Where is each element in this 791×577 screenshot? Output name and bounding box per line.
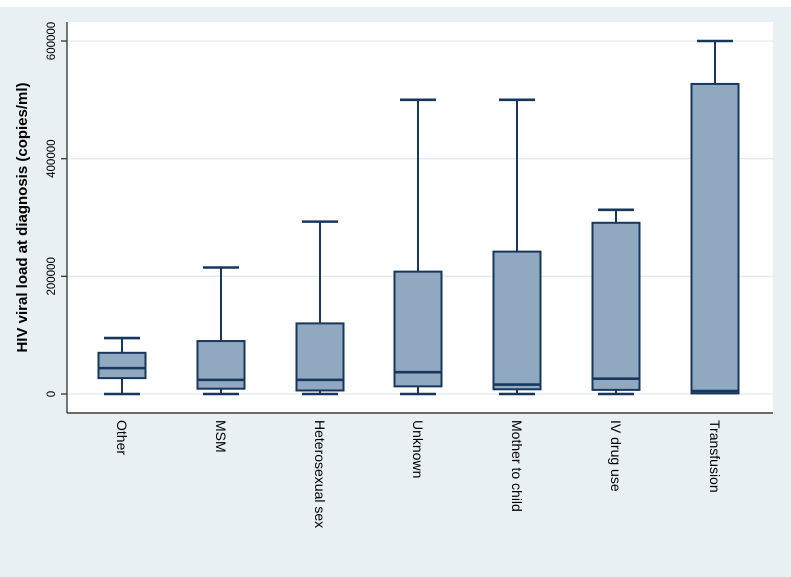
- box-plot-group: [393, 98, 443, 396]
- y-tick-label: 0: [46, 391, 58, 397]
- box-plot-group: [295, 220, 345, 396]
- iqr-box: [492, 250, 542, 391]
- x-category-label: Transfusion: [707, 420, 723, 493]
- x-category-label: Unknown: [410, 420, 426, 478]
- x-category-label: Heterosexual sex: [312, 420, 328, 528]
- y-axis-title: HIV viral load at diagnosis (copies/ml): [14, 82, 31, 352]
- x-category-label: Other: [114, 420, 130, 455]
- iqr-box: [196, 340, 246, 390]
- box-plot-group: [196, 266, 246, 396]
- x-category-label: IV drug use: [608, 420, 624, 492]
- x-category-label: MSM: [213, 420, 229, 453]
- y-tick-label: 200000: [46, 257, 58, 295]
- box-plot-group: [492, 98, 542, 396]
- x-category-label: Mother to child: [509, 420, 525, 512]
- figure-top-margin: [0, 0, 791, 7]
- box-plot-group: [97, 336, 147, 396]
- y-tick-label: 400000: [46, 139, 58, 177]
- box-plot-group: [591, 208, 641, 396]
- iqr-box: [591, 221, 641, 391]
- iqr-box: [97, 351, 147, 380]
- y-tick-label: 600000: [46, 22, 58, 60]
- iqr-box: [393, 270, 443, 388]
- box-plot-group: [690, 39, 740, 395]
- iqr-box: [690, 82, 740, 395]
